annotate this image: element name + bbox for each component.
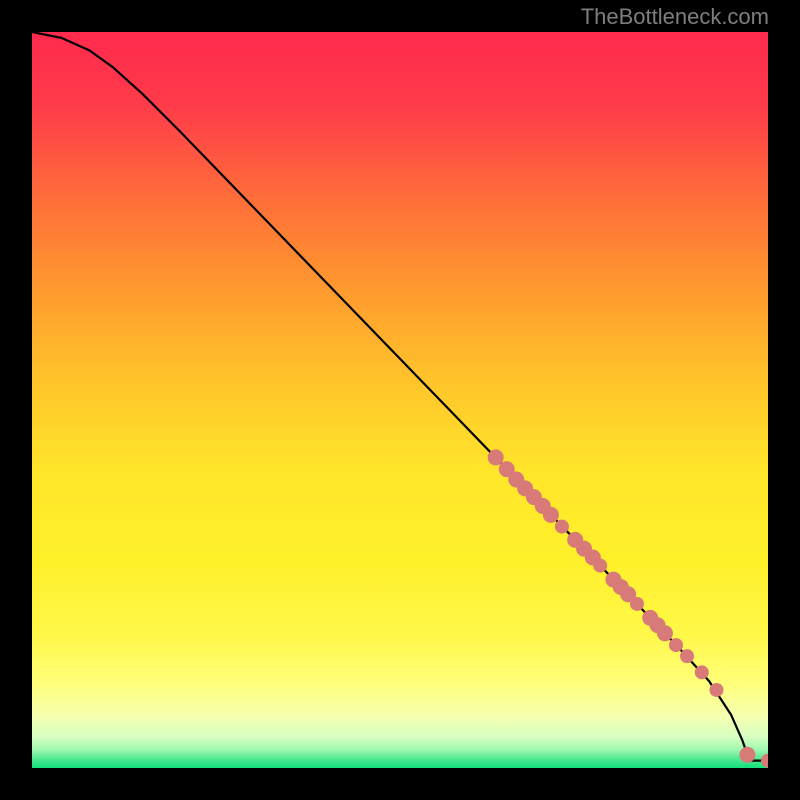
data-point-marker bbox=[555, 520, 569, 534]
data-point-marker bbox=[695, 665, 709, 679]
data-point-marker bbox=[680, 649, 694, 663]
data-point-marker bbox=[761, 754, 768, 768]
data-point-marker bbox=[593, 559, 607, 573]
data-point-marker bbox=[488, 449, 504, 465]
data-point-marker bbox=[709, 683, 723, 697]
data-point-marker bbox=[657, 625, 673, 641]
data-point-marker bbox=[630, 597, 644, 611]
data-point-marker bbox=[669, 638, 683, 652]
data-point-marker bbox=[739, 747, 755, 763]
plot-area bbox=[32, 32, 768, 768]
stage: TheBottleneck.com bbox=[0, 0, 800, 800]
bottleneck-curve bbox=[32, 32, 768, 761]
data-point-marker bbox=[543, 507, 559, 523]
watermark-text: TheBottleneck.com bbox=[581, 4, 769, 30]
chart-svg-overlay bbox=[32, 32, 768, 768]
